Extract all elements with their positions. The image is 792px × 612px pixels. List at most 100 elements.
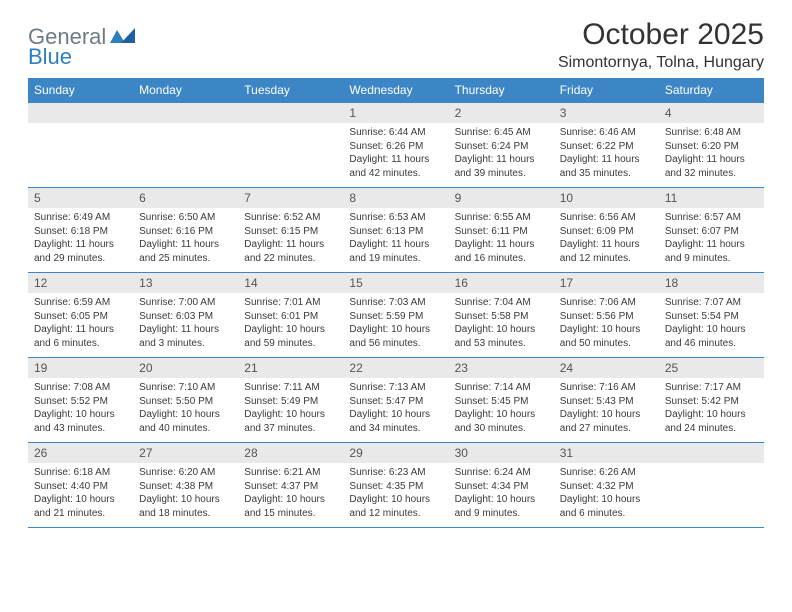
day-number: 14	[238, 273, 343, 293]
daylight-line: Daylight: 10 hours and 40 minutes.	[139, 408, 232, 435]
daylight-line: Daylight: 11 hours and 29 minutes.	[34, 238, 127, 265]
day-number: 1	[343, 103, 448, 123]
calendar-cell: 30Sunrise: 6:24 AMSunset: 4:34 PMDayligh…	[449, 443, 554, 528]
day-number: 11	[659, 188, 764, 208]
sunrise-line: Sunrise: 6:20 AM	[139, 466, 232, 480]
cell-body: Sunrise: 7:14 AMSunset: 5:45 PMDaylight:…	[449, 378, 554, 439]
daylight-line: Daylight: 10 hours and 24 minutes.	[665, 408, 758, 435]
calendar-cell: 4Sunrise: 6:48 AMSunset: 6:20 PMDaylight…	[659, 103, 764, 188]
daylight-line: Daylight: 10 hours and 6 minutes.	[560, 493, 653, 520]
calendar-week-row: 26Sunrise: 6:18 AMSunset: 4:40 PMDayligh…	[28, 443, 764, 528]
sunset-line: Sunset: 6:24 PM	[455, 140, 548, 154]
day-number: 13	[133, 273, 238, 293]
calendar-cell: 10Sunrise: 6:56 AMSunset: 6:09 PMDayligh…	[554, 188, 659, 273]
sunrise-line: Sunrise: 6:56 AM	[560, 211, 653, 225]
day-number: 15	[343, 273, 448, 293]
sunrise-line: Sunrise: 7:07 AM	[665, 296, 758, 310]
calendar-cell: 17Sunrise: 7:06 AMSunset: 5:56 PMDayligh…	[554, 273, 659, 358]
cell-body: Sunrise: 7:00 AMSunset: 6:03 PMDaylight:…	[133, 293, 238, 354]
calendar-table: SundayMondayTuesdayWednesdayThursdayFrid…	[28, 78, 764, 528]
cell-body: Sunrise: 6:26 AMSunset: 4:32 PMDaylight:…	[554, 463, 659, 524]
calendar-cell: 6Sunrise: 6:50 AMSunset: 6:16 PMDaylight…	[133, 188, 238, 273]
sunset-line: Sunset: 5:50 PM	[139, 395, 232, 409]
calendar-cell: 7Sunrise: 6:52 AMSunset: 6:15 PMDaylight…	[238, 188, 343, 273]
daylight-line: Daylight: 10 hours and 15 minutes.	[244, 493, 337, 520]
sunset-line: Sunset: 5:47 PM	[349, 395, 442, 409]
calendar-page: General October 2025 Simontornya, Tolna,…	[0, 0, 792, 612]
sunrise-line: Sunrise: 6:45 AM	[455, 126, 548, 140]
calendar-week-row: 1Sunrise: 6:44 AMSunset: 6:26 PMDaylight…	[28, 103, 764, 188]
daylight-line: Daylight: 10 hours and 34 minutes.	[349, 408, 442, 435]
day-number: 21	[238, 358, 343, 378]
cell-body: Sunrise: 7:01 AMSunset: 6:01 PMDaylight:…	[238, 293, 343, 354]
sunset-line: Sunset: 4:37 PM	[244, 480, 337, 494]
sunset-line: Sunset: 5:59 PM	[349, 310, 442, 324]
calendar-cell: 27Sunrise: 6:20 AMSunset: 4:38 PMDayligh…	[133, 443, 238, 528]
sunrise-line: Sunrise: 7:08 AM	[34, 381, 127, 395]
sunset-line: Sunset: 6:05 PM	[34, 310, 127, 324]
cell-body: Sunrise: 6:45 AMSunset: 6:24 PMDaylight:…	[449, 123, 554, 184]
day-number: 16	[449, 273, 554, 293]
calendar-cell: 15Sunrise: 7:03 AMSunset: 5:59 PMDayligh…	[343, 273, 448, 358]
sunrise-line: Sunrise: 7:16 AM	[560, 381, 653, 395]
sunset-line: Sunset: 6:03 PM	[139, 310, 232, 324]
day-number	[238, 103, 343, 123]
cell-body: Sunrise: 7:17 AMSunset: 5:42 PMDaylight:…	[659, 378, 764, 439]
calendar-cell: 16Sunrise: 7:04 AMSunset: 5:58 PMDayligh…	[449, 273, 554, 358]
sunset-line: Sunset: 6:13 PM	[349, 225, 442, 239]
day-number: 25	[659, 358, 764, 378]
calendar-cell: 1Sunrise: 6:44 AMSunset: 6:26 PMDaylight…	[343, 103, 448, 188]
sunrise-line: Sunrise: 6:49 AM	[34, 211, 127, 225]
cell-body: Sunrise: 6:50 AMSunset: 6:16 PMDaylight:…	[133, 208, 238, 269]
sunrise-line: Sunrise: 7:17 AM	[665, 381, 758, 395]
sunrise-line: Sunrise: 7:14 AM	[455, 381, 548, 395]
calendar-cell: 12Sunrise: 6:59 AMSunset: 6:05 PMDayligh…	[28, 273, 133, 358]
month-title: October 2025	[558, 18, 764, 52]
calendar-cell: 29Sunrise: 6:23 AMSunset: 4:35 PMDayligh…	[343, 443, 448, 528]
sunset-line: Sunset: 6:07 PM	[665, 225, 758, 239]
calendar-cell	[133, 103, 238, 188]
sunrise-line: Sunrise: 6:50 AM	[139, 211, 232, 225]
cell-body: Sunrise: 6:23 AMSunset: 4:35 PMDaylight:…	[343, 463, 448, 524]
sunset-line: Sunset: 6:09 PM	[560, 225, 653, 239]
calendar-cell: 5Sunrise: 6:49 AMSunset: 6:18 PMDaylight…	[28, 188, 133, 273]
daylight-line: Daylight: 10 hours and 53 minutes.	[455, 323, 548, 350]
day-number: 31	[554, 443, 659, 463]
calendar-cell: 9Sunrise: 6:55 AMSunset: 6:11 PMDaylight…	[449, 188, 554, 273]
day-number: 4	[659, 103, 764, 123]
day-header: Monday	[133, 78, 238, 103]
daylight-line: Daylight: 11 hours and 16 minutes.	[455, 238, 548, 265]
day-number: 29	[343, 443, 448, 463]
cell-body	[133, 123, 238, 180]
cell-body: Sunrise: 7:10 AMSunset: 5:50 PMDaylight:…	[133, 378, 238, 439]
day-number: 6	[133, 188, 238, 208]
sunset-line: Sunset: 5:49 PM	[244, 395, 337, 409]
calendar-cell	[238, 103, 343, 188]
sunrise-line: Sunrise: 6:18 AM	[34, 466, 127, 480]
day-header: Sunday	[28, 78, 133, 103]
cell-body: Sunrise: 6:49 AMSunset: 6:18 PMDaylight:…	[28, 208, 133, 269]
day-header: Tuesday	[238, 78, 343, 103]
daylight-line: Daylight: 11 hours and 19 minutes.	[349, 238, 442, 265]
sunrise-line: Sunrise: 6:23 AM	[349, 466, 442, 480]
sunset-line: Sunset: 6:16 PM	[139, 225, 232, 239]
sunset-line: Sunset: 6:20 PM	[665, 140, 758, 154]
day-number: 24	[554, 358, 659, 378]
sunrise-line: Sunrise: 7:01 AM	[244, 296, 337, 310]
calendar-cell: 22Sunrise: 7:13 AMSunset: 5:47 PMDayligh…	[343, 358, 448, 443]
daylight-line: Daylight: 11 hours and 32 minutes.	[665, 153, 758, 180]
sunset-line: Sunset: 6:11 PM	[455, 225, 548, 239]
cell-body: Sunrise: 7:11 AMSunset: 5:49 PMDaylight:…	[238, 378, 343, 439]
daylight-line: Daylight: 11 hours and 22 minutes.	[244, 238, 337, 265]
day-number: 19	[28, 358, 133, 378]
brand-mark-icon	[110, 26, 136, 49]
cell-body: Sunrise: 6:21 AMSunset: 4:37 PMDaylight:…	[238, 463, 343, 524]
cell-body	[659, 463, 764, 520]
daylight-line: Daylight: 11 hours and 12 minutes.	[560, 238, 653, 265]
calendar-cell: 11Sunrise: 6:57 AMSunset: 6:07 PMDayligh…	[659, 188, 764, 273]
cell-body: Sunrise: 7:04 AMSunset: 5:58 PMDaylight:…	[449, 293, 554, 354]
calendar-cell: 14Sunrise: 7:01 AMSunset: 6:01 PMDayligh…	[238, 273, 343, 358]
cell-body: Sunrise: 6:57 AMSunset: 6:07 PMDaylight:…	[659, 208, 764, 269]
calendar-cell: 8Sunrise: 6:53 AMSunset: 6:13 PMDaylight…	[343, 188, 448, 273]
day-header: Wednesday	[343, 78, 448, 103]
